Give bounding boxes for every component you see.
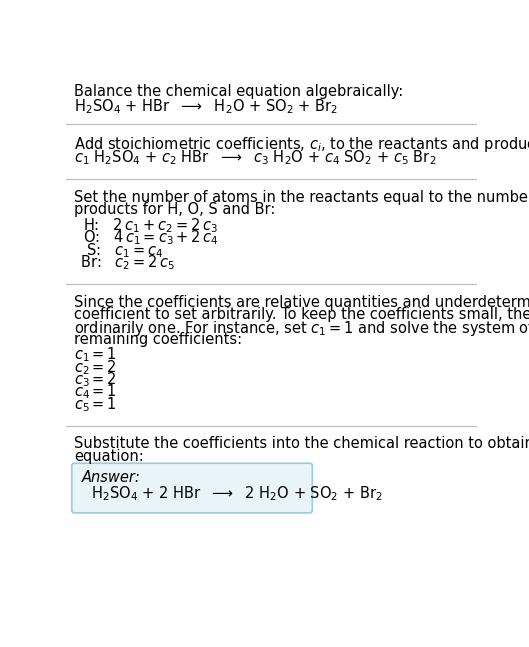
Text: Br:   $c_2 = 2\,c_5$: Br: $c_2 = 2\,c_5$: [80, 253, 175, 272]
FancyBboxPatch shape: [72, 463, 312, 513]
Text: $c_4 = 1$: $c_4 = 1$: [74, 382, 117, 401]
Text: Balance the chemical equation algebraically:: Balance the chemical equation algebraica…: [74, 84, 403, 99]
Text: $c_3 = 2$: $c_3 = 2$: [74, 370, 117, 389]
Text: products for H, O, S and Br:: products for H, O, S and Br:: [74, 203, 275, 217]
Text: S:   $c_1 = c_4$: S: $c_1 = c_4$: [86, 241, 163, 259]
Text: $\mathregular{H_2SO_4}$ + 2 HBr  $\longrightarrow$  2 $\mathregular{H_2O}$ + $\m: $\mathregular{H_2SO_4}$ + 2 HBr $\longri…: [91, 484, 383, 503]
Text: equation:: equation:: [74, 449, 144, 464]
Text: Set the number of atoms in the reactants equal to the number of atoms in the: Set the number of atoms in the reactants…: [74, 190, 529, 205]
Text: Add stoichiometric coefficients, $c_i$, to the reactants and products:: Add stoichiometric coefficients, $c_i$, …: [74, 135, 529, 153]
Text: H:   $2\,c_1 + c_2 = 2\,c_3$: H: $2\,c_1 + c_2 = 2\,c_3$: [83, 216, 218, 235]
Text: remaining coefficients:: remaining coefficients:: [74, 332, 242, 347]
Text: coefficient to set arbitrarily. To keep the coefficients small, the arbitrary va: coefficient to set arbitrarily. To keep …: [74, 307, 529, 322]
Text: Since the coefficients are relative quantities and underdetermined, choose a: Since the coefficients are relative quan…: [74, 295, 529, 310]
Text: $c_1$ $\mathregular{H_2SO_4}$ + $c_2$ HBr  $\longrightarrow$  $c_3$ $\mathregula: $c_1$ $\mathregular{H_2SO_4}$ + $c_2$ HB…: [74, 148, 436, 167]
Text: Answer:: Answer:: [81, 470, 140, 485]
Text: ordinarily one. For instance, set $c_1 = 1$ and solve the system of equations fo: ordinarily one. For instance, set $c_1 =…: [74, 320, 529, 338]
Text: $c_5 = 1$: $c_5 = 1$: [74, 395, 117, 413]
Text: $c_1 = 1$: $c_1 = 1$: [74, 345, 117, 364]
Text: O:   $4\,c_1 = c_3 + 2\,c_4$: O: $4\,c_1 = c_3 + 2\,c_4$: [83, 228, 219, 247]
Text: Substitute the coefficients into the chemical reaction to obtain the balanced: Substitute the coefficients into the che…: [74, 437, 529, 452]
Text: $c_2 = 2$: $c_2 = 2$: [74, 358, 117, 377]
Text: $\mathregular{H_2SO_4}$ + HBr  $\longrightarrow$  $\mathregular{H_2O}$ + $\mathr: $\mathregular{H_2SO_4}$ + HBr $\longrigh…: [74, 98, 338, 116]
